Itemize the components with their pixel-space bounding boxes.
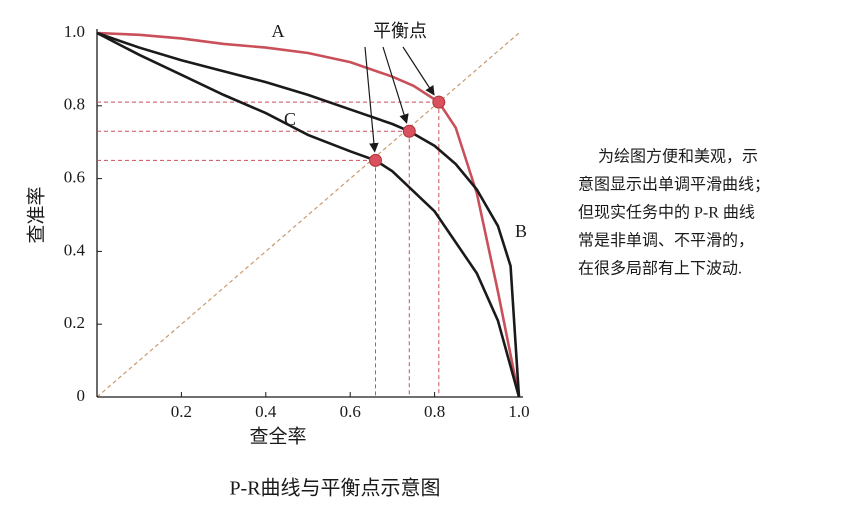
curve	[96, 31, 521, 398]
y-axis-label: 查准率	[25, 186, 47, 243]
note-line: 意图显示出单调平滑曲线；	[578, 175, 770, 194]
arrow	[402, 46, 435, 96]
break-even-point	[432, 95, 446, 109]
y-tick-label: 0.2	[64, 313, 85, 332]
series-label: B	[515, 221, 527, 241]
x-tick-label: 1.0	[508, 402, 529, 421]
series-label: A	[272, 21, 285, 41]
curve	[96, 31, 521, 398]
y-tick-label: 0.8	[64, 95, 85, 114]
x-tick-label: 0.6	[340, 402, 361, 421]
curve	[96, 31, 521, 398]
arrow	[382, 46, 409, 124]
x-tick-label: 0.2	[171, 402, 192, 421]
x-tick-label: 0.4	[255, 402, 277, 421]
note-line: 但现实任务中的 P-R 曲线	[578, 204, 755, 222]
y-tick-label: 0.4	[64, 240, 86, 259]
y-tick-label: 0	[77, 386, 86, 405]
y-tick-label: 1.0	[64, 22, 85, 41]
break-even-point	[369, 153, 383, 167]
arrow	[364, 46, 379, 153]
chart-title: P-R曲线与平衡点示意图	[229, 477, 440, 500]
note-line: 在很多局部有上下波动.	[578, 260, 742, 278]
y-tick-label: 0.6	[64, 168, 85, 187]
note-line: 常是非单调、不平滑的，	[578, 232, 754, 250]
series-label: C	[284, 109, 296, 129]
x-tick-label: 0.8	[424, 402, 445, 421]
note-line: 为绘图方便和美观，示	[598, 148, 758, 166]
diagonal	[96, 32, 520, 398]
break-even-point	[402, 124, 416, 138]
annotation: 平衡点	[373, 21, 427, 41]
x-axis-label: 查全率	[249, 425, 306, 447]
